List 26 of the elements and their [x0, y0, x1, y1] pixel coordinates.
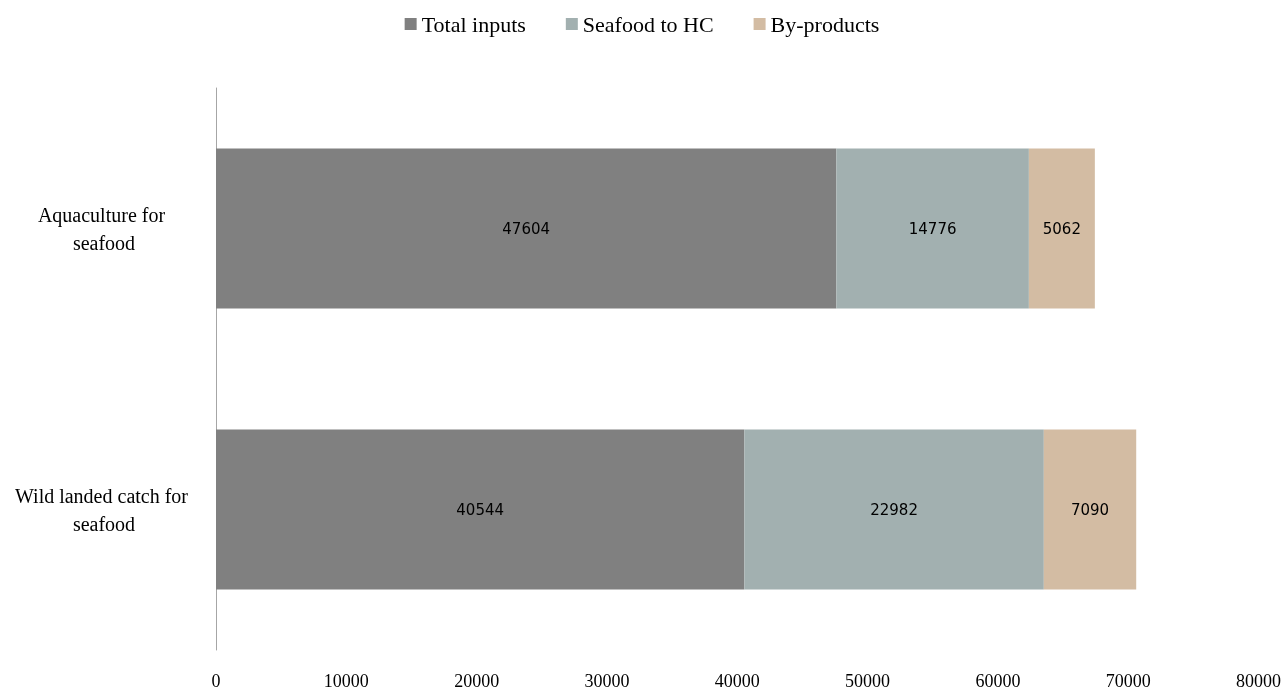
bar	[744, 429, 1044, 590]
legend-label: Seafood to HC	[582, 11, 714, 37]
x-tick-label: 50000	[845, 671, 891, 691]
x-tick-label: 60000	[975, 671, 1021, 691]
data-label: 22982	[870, 500, 918, 519]
x-tick-label: 0	[211, 671, 221, 691]
x-tick-label: 30000	[584, 671, 630, 691]
x-tick-label: 10000	[323, 671, 369, 691]
bar	[836, 148, 1029, 309]
bar	[1028, 148, 1095, 309]
data-label: 5062	[1042, 219, 1081, 238]
y-tick-label: Aquaculture for seafood	[37, 203, 171, 254]
legend-label: By-products	[770, 11, 880, 37]
bar	[1043, 429, 1137, 590]
data-label: 7090	[1070, 500, 1110, 519]
legend-label: Total inputs	[421, 11, 526, 37]
data-label: 40544	[456, 500, 505, 519]
x-tick-label: 70000	[1105, 671, 1151, 691]
x-tick-label: 40000	[714, 671, 760, 691]
y-tick-label: Wild landed catch for seafood	[14, 484, 194, 535]
x-tick-label: 20000	[454, 671, 500, 691]
bar	[216, 148, 837, 309]
bar	[216, 429, 745, 590]
data-label: 47604	[502, 219, 551, 238]
data-label: 14776	[908, 219, 957, 238]
x-tick-label: 80000	[1236, 671, 1281, 691]
